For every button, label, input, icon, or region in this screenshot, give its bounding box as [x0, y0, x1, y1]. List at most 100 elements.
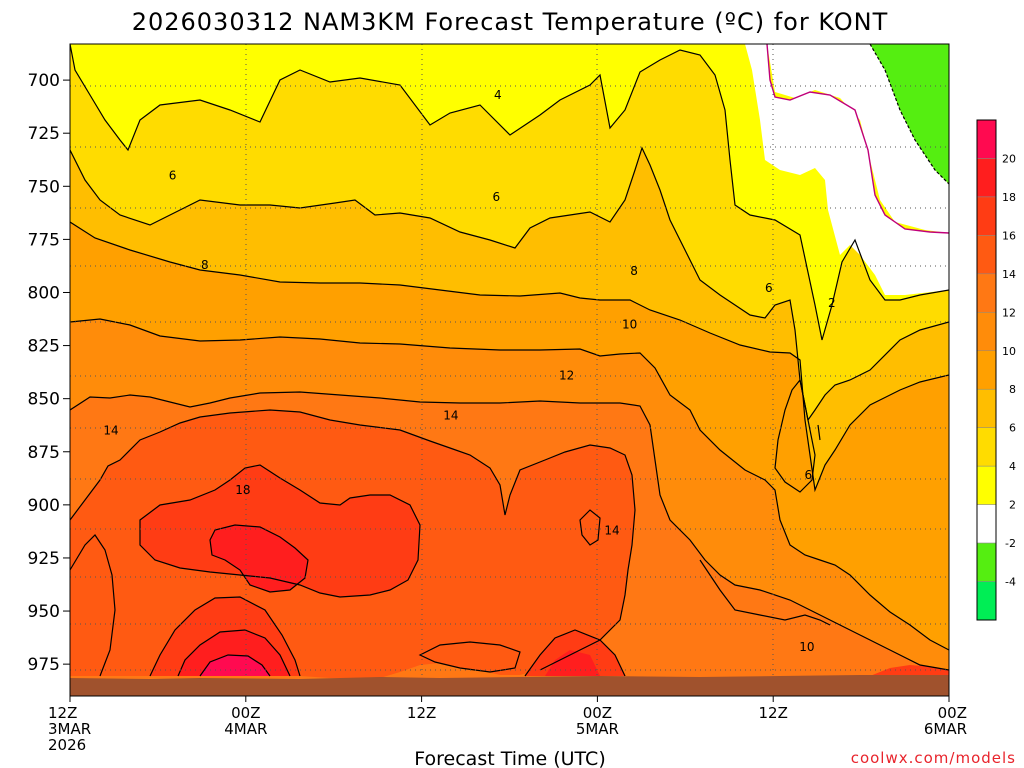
y-tick-label: 975: [28, 655, 60, 675]
contour-14: [70, 409, 636, 671]
contour-14-low-left: [70, 534, 116, 677]
contour-16-low-left: [149, 596, 301, 677]
band-neg4-neg2: [870, 44, 949, 184]
colorbar-tick-label: 18: [1002, 191, 1016, 204]
plot-frame: [69, 43, 950, 697]
x-tick-label: 2026: [48, 736, 86, 754]
x-tick-label: 3MAR: [48, 720, 91, 738]
band-18-20: [210, 525, 308, 592]
x-tick-label: 12Z: [48, 704, 77, 722]
contour-label: 14: [604, 523, 619, 537]
x-axis-label: Forecast Time (UTC): [414, 748, 605, 768]
contour-label: 2: [828, 296, 836, 310]
contour-lines: [70, 44, 949, 677]
x-tick-label: 00Z: [231, 704, 260, 722]
contour-label: 14: [443, 409, 458, 423]
contour-label: 6: [805, 468, 813, 482]
contour-12-pocket: [418, 641, 521, 673]
y-tick-label: 925: [28, 549, 60, 569]
contour-10-right: [699, 559, 831, 626]
y-tick-label: 700: [28, 71, 60, 91]
y-tick-label: 875: [28, 443, 60, 463]
y-tick-label: 800: [28, 283, 60, 303]
contour-neg2: [869, 44, 949, 185]
colorbar-band: [976, 350, 997, 390]
y-tick-label: 750: [28, 177, 60, 197]
colorbar-band: [976, 542, 997, 582]
colorbar-band: [976, 196, 997, 236]
contour-label: 4: [494, 88, 502, 102]
contour-2-magenta: [766, 44, 949, 234]
colorbar-band: [976, 427, 997, 467]
y-tick-label: 950: [28, 602, 60, 622]
colorbar-band: [976, 312, 997, 352]
band-neg2-2-top: [767, 44, 949, 233]
contour-label: 8: [630, 264, 638, 278]
y-tick-label: 850: [28, 390, 60, 410]
contour-label: 6: [169, 169, 177, 183]
band-16-18-low-right: [870, 665, 949, 676]
y-axis: 700 725 750 775 800 825 850 875 900 925 950 975: [28, 71, 70, 675]
colorbar-tick-label: 10: [1002, 345, 1016, 358]
colorbar-band: [976, 158, 997, 198]
colorbar-band: [976, 465, 997, 505]
colorbar-tick-label: -2: [1005, 537, 1016, 550]
band-18-20-low-mid: [545, 650, 600, 676]
colorbar-band: [976, 273, 997, 313]
contour-14-mid: [579, 509, 601, 546]
x-tick-label: 4MAR: [224, 720, 267, 738]
colorbar-band: [976, 235, 997, 275]
contour-labels: 4 6 6 8 8 6 2 10 12 14 14 18 14 6 10: [103, 88, 836, 654]
colorbar-band: [976, 119, 997, 159]
contour-20-low: [199, 654, 271, 677]
contour-label: 6: [765, 281, 773, 295]
colorbar-tick-label: 6: [1009, 422, 1016, 435]
contour-10: [70, 318, 949, 651]
plot-area: 4 6 6 8 8 6 2 10 12 14 14 18 14 6 10: [70, 44, 949, 696]
contour-18-main: [209, 524, 309, 593]
contour-2-line: [766, 44, 949, 234]
credit-text: coolwx.com/models: [851, 749, 1016, 767]
contour-6: [70, 146, 949, 422]
y-tick-label: 775: [28, 230, 60, 250]
x-tick-label: 00Z: [938, 704, 967, 722]
y-tick-label: 900: [28, 496, 60, 516]
contour-16-main: [139, 464, 421, 598]
colorbar-tick-label: 2: [1009, 499, 1016, 512]
colorbar-tick-label: -4: [1005, 576, 1016, 589]
x-tick-label: 5MAR: [576, 720, 619, 738]
grid-lines: [70, 44, 949, 696]
colorbar-tick-label: 8: [1009, 383, 1016, 396]
x-tick-label: 00Z: [583, 704, 612, 722]
contour-label: 18: [235, 483, 250, 497]
contour-label: 10: [622, 317, 637, 331]
x-tick-label: 12Z: [407, 704, 436, 722]
contour-4: [70, 44, 949, 341]
contour-12: [70, 391, 949, 671]
colorbar-band: [976, 504, 997, 544]
colorbar-tick-label: 14: [1002, 268, 1016, 281]
contour-8: [70, 221, 949, 493]
ground-terrain: [70, 675, 949, 696]
contour-6-loop: [774, 378, 816, 493]
x-tick-label: 12Z: [759, 704, 788, 722]
colorbar: 20 18 16 14 12 10 8 6 4 2 -2 -4: [976, 119, 1016, 621]
band-2-4: [70, 44, 949, 340]
y-tick-label: 825: [28, 337, 60, 357]
contour-neg2-line: [869, 44, 949, 185]
y-tick-label: 725: [28, 124, 60, 144]
colorbar-tick-label: 16: [1002, 229, 1016, 242]
band-neg2-2: [745, 44, 949, 295]
contour-label: 10: [799, 640, 814, 654]
contour-label: 12: [559, 368, 574, 382]
contour-label: 8: [201, 258, 209, 272]
colorbar-tick-label: 20: [1002, 152, 1016, 165]
colorbar-band: [976, 581, 997, 621]
x-tick-label: 6MAR: [924, 720, 967, 738]
band-20-22: [200, 655, 270, 676]
contour-label: 6: [492, 190, 500, 204]
contour-18-low: [177, 629, 291, 677]
contour-label: 14: [103, 424, 118, 438]
